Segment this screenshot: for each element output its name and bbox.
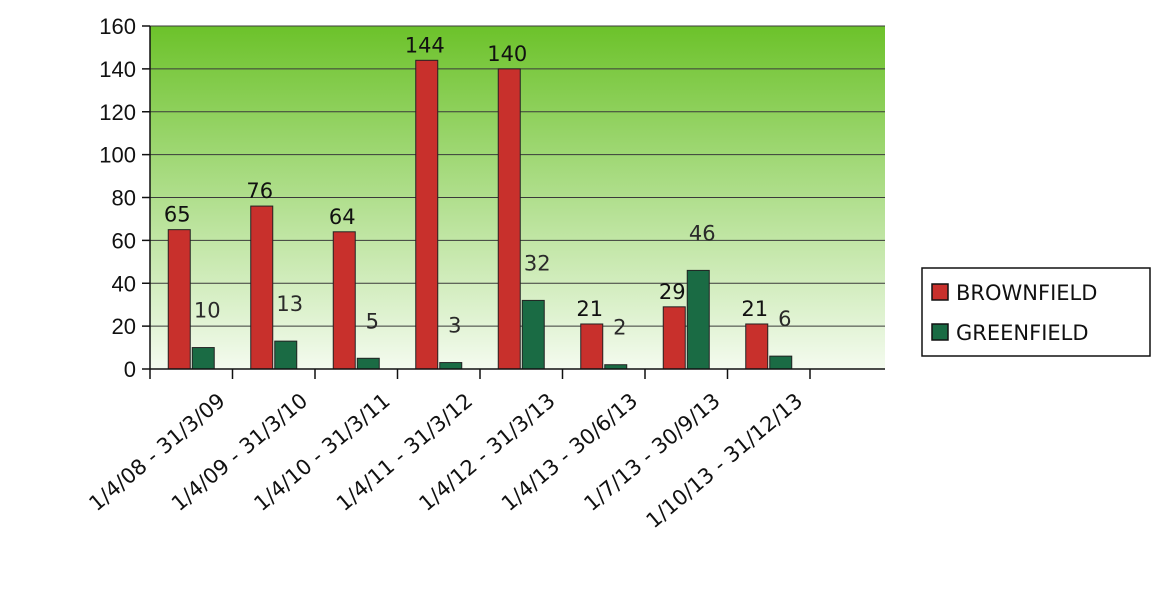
brownfield-value-label: 65 <box>164 203 191 227</box>
brownfield-value-label: 140 <box>487 42 527 66</box>
y-tick-label: 20 <box>112 314 136 339</box>
brownfield-bar <box>167 229 191 370</box>
greenfield-value-label: 13 <box>276 292 303 316</box>
y-tick-label: 160 <box>99 14 136 39</box>
legend-label: BROWNFIELD <box>956 281 1097 305</box>
brownfield-bar <box>497 68 521 370</box>
x-tick-label: 1/10/13 - 31/12/13 <box>641 388 807 533</box>
brownfield-bar <box>332 231 356 370</box>
y-tick-label: 40 <box>112 271 136 296</box>
y-tick-label: 60 <box>112 228 136 253</box>
greenfield-bar <box>769 355 793 370</box>
greenfield-value-label: 5 <box>366 309 379 333</box>
brownfield-value-label: 144 <box>405 33 445 57</box>
data-labels: 65 10 76 13 64 5 144 3 140 32 21 2 29 46 21 6 <box>164 33 792 339</box>
legend-swatch <box>931 283 949 301</box>
greenfield-bar <box>274 340 298 370</box>
greenfield-bar <box>356 357 380 370</box>
legend-label: GREENFIELD <box>956 321 1089 345</box>
greenfield-bar <box>521 299 545 370</box>
legend-swatch <box>931 323 949 341</box>
greenfield-value-label: 10 <box>194 299 221 323</box>
x-tick-labels: 1/4/08 - 31/3/091/4/09 - 31/3/101/4/10 -… <box>84 388 807 533</box>
y-tick-label: 140 <box>99 57 136 82</box>
greenfield-bar <box>191 347 215 370</box>
x-tick-label: 1/4/09 - 31/3/10 <box>167 388 312 515</box>
greenfield-value-label: 3 <box>448 314 461 338</box>
x-tick-label: 1/4/10 - 31/3/11 <box>249 388 394 515</box>
greenfield-bar <box>686 269 710 370</box>
brownfield-value-label: 21 <box>576 297 603 321</box>
legend-box <box>921 267 1151 357</box>
x-tick-label: 1/4/08 - 31/3/09 <box>84 388 229 515</box>
legend: BROWNFIELD GREENFIELD <box>921 267 1151 357</box>
brownfield-bar <box>745 323 769 370</box>
brownfield-value-label: 21 <box>741 297 768 321</box>
greenfield-value-label: 46 <box>689 221 716 245</box>
brownfield-bar <box>415 59 439 370</box>
x-tick-label: 1/4/11 - 31/3/12 <box>332 388 477 515</box>
x-tick-label: 1/4/12 - 31/3/13 <box>414 388 559 515</box>
y-tick-label: 100 <box>99 143 136 168</box>
brownfield-value-label: 76 <box>246 179 273 203</box>
brownfield-bar <box>580 323 604 370</box>
greenfield-value-label: 32 <box>524 251 551 275</box>
x-tick-label: 1/4/13 - 30/6/13 <box>497 388 642 515</box>
y-tick-label: 120 <box>99 100 136 125</box>
greenfield-value-label: 6 <box>778 307 791 331</box>
axes <box>142 25 885 379</box>
y-tick-label: 0 <box>124 357 136 382</box>
x-tick-label: 1/7/13 - 30/9/13 <box>579 388 724 515</box>
brownfield-value-label: 64 <box>329 205 356 229</box>
brownfield-bar <box>662 306 686 370</box>
brownfield-value-label: 29 <box>659 280 686 304</box>
brownfield-bar <box>250 205 274 370</box>
y-tick-label: 80 <box>112 186 136 211</box>
greenfield-bar <box>439 362 463 370</box>
y-tick-labels: 0 20 40 60 80 100 120 140 160 <box>99 14 136 382</box>
greenfield-value-label: 2 <box>613 316 626 340</box>
